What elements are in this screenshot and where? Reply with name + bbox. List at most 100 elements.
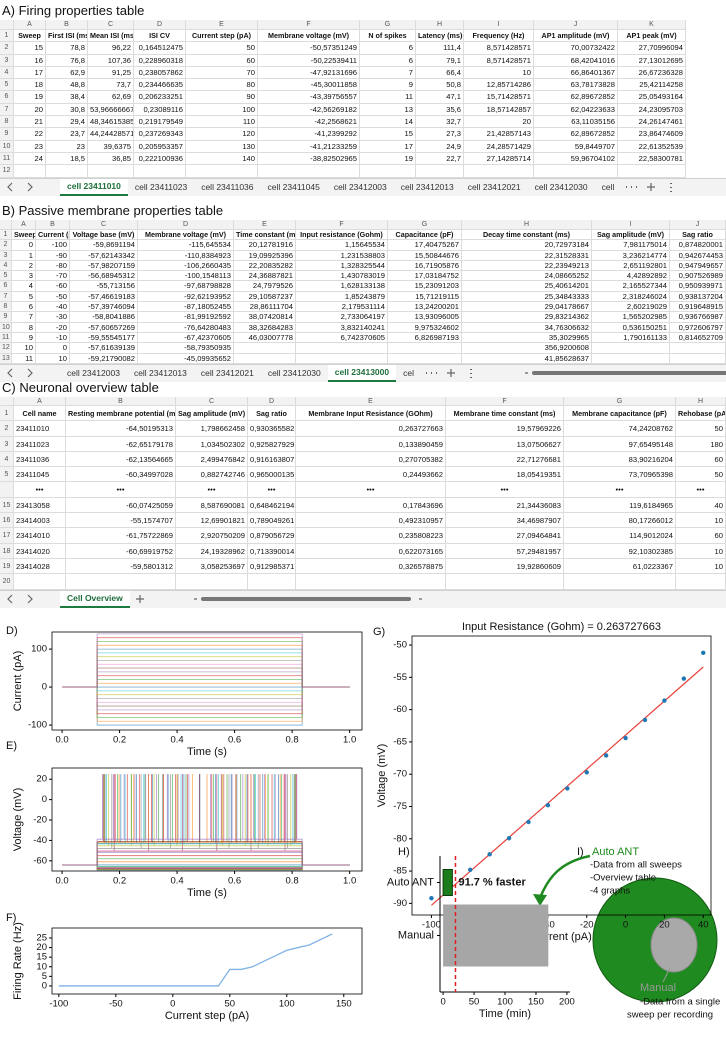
spreadsheet: B) Passive membrane properties table A B C D… [0, 202, 726, 382]
panel-label: G) [373, 626, 385, 638]
table-cell: 22,23949213 [462, 260, 592, 272]
sheet-tab[interactable]: cell 23412030 [534, 181, 588, 192]
table-cell: 18 [14, 79, 46, 92]
table-cell: 8,587690081 [176, 497, 248, 514]
x-tick-label: 100 [497, 997, 513, 1008]
plus-icon[interactable] [444, 367, 458, 379]
table-row: 12 [0, 165, 726, 178]
column-letter [0, 220, 12, 230]
table-cell [248, 574, 296, 590]
more-icon[interactable] [624, 181, 638, 193]
table-cell [14, 165, 46, 178]
table-cell: 35,6 [416, 103, 464, 117]
data-point [487, 852, 492, 857]
x-axis-label: Time (min) [479, 1008, 531, 1020]
table-cell: 47,1 [416, 91, 464, 104]
table-cell [416, 165, 464, 178]
table-cell: 0,882742746 [176, 467, 248, 483]
column-letter: G [360, 20, 416, 30]
table-cell: 1,15645534 [296, 240, 388, 251]
sheet-tab[interactable]: Cell Overview [60, 590, 130, 608]
scroll-icon[interactable] [193, 593, 423, 605]
table-cell: 6 [360, 54, 416, 67]
column-header: Sag ratio [670, 230, 726, 241]
x-tick-label: 0 [170, 999, 175, 1010]
sheet-tab[interactable]: cell 23412030 [267, 367, 321, 378]
column-header: Decay time constant (ms) [462, 230, 592, 241]
table-row: 5 3 -70 -56,68945312 -100,1548113 24,36887821… [0, 271, 726, 282]
table-row: 6 4 -60 -55,713156 -97,68798828 24,7979526 1,6… [0, 281, 726, 292]
sheet-tab[interactable]: cell [601, 181, 615, 192]
x-tick-label: 0.4 [170, 735, 183, 746]
right-icon[interactable] [23, 367, 37, 379]
left-icon[interactable] [3, 367, 17, 379]
x-tick-label: 40 [698, 920, 709, 931]
table-cell: 13,24200201 [388, 302, 462, 313]
chart-title: Input Resistance (Gohm) = 0.263727663 [462, 621, 661, 633]
column-header: Membrane voltage (mV) [138, 230, 234, 241]
table-cell: -59,21790082 [70, 353, 138, 364]
sheet-tab[interactable]: cell 23411023 [134, 181, 188, 192]
sheet-tab[interactable]: cell 23412003 [67, 367, 120, 378]
column-letter: K [618, 20, 686, 30]
dots-icon[interactable] [464, 367, 478, 379]
left-icon[interactable] [3, 593, 17, 605]
sheet-tab[interactable]: cell 23412013 [400, 181, 454, 192]
right-icon[interactable] [23, 181, 37, 193]
bar [442, 869, 453, 896]
category-label: Auto ANT [387, 876, 434, 888]
spreadsheet: C) Neuronal overview table A B C D E F G H 1 Cell … [0, 379, 726, 608]
table-row: 8 6 -40 -57,39746094 -87,18052455 28,86111704… [0, 302, 726, 313]
table-cell: 34,76306632 [462, 322, 592, 333]
scroll-icon[interactable] [524, 367, 726, 379]
table-cell: ••• [564, 482, 676, 498]
sheet-tab[interactable]: cell 23411036 [201, 181, 254, 192]
row-number: 4 [0, 451, 14, 468]
table-cell: 6 [12, 302, 36, 313]
sheet-tab[interactable]: cell 23412021 [200, 367, 254, 378]
table-row: 13 11 10 -59,21790082 -45,09935652 41,8562863… [0, 353, 726, 364]
row-number: 2 [0, 42, 14, 55]
table-cell: -57,61639139 [70, 343, 138, 354]
table-cell: ••• [248, 482, 296, 498]
table-cell: 29,4 [46, 116, 88, 129]
column-header: Capacitance (pF) [388, 230, 462, 241]
table-row: 18 23414020 -60,69919752 24,19328962 0,71339… [0, 543, 726, 559]
sheet-tab[interactable]: cell 23411045 [267, 181, 320, 192]
table-cell: 0,24493662 [296, 467, 446, 483]
right-icon[interactable] [23, 593, 37, 605]
table-cell: 0,270705382 [296, 451, 446, 468]
table-cell: 73,70965398 [564, 467, 676, 483]
plus-icon[interactable] [644, 181, 658, 193]
current-trace [62, 686, 350, 692]
table-cell: -20 [36, 322, 70, 333]
column-letter: G [564, 397, 676, 406]
table-cell: 76,8 [46, 54, 88, 67]
column-letter: F [258, 20, 360, 30]
sheet-tab[interactable]: cel [403, 367, 414, 378]
table-cell: 10 [12, 343, 36, 354]
plus-icon[interactable] [133, 593, 147, 605]
table-cell: 356,9200608 [462, 343, 592, 354]
sheet-tab[interactable]: cell 23411010 [60, 178, 128, 196]
table-cell: 23414020 [14, 543, 66, 559]
dots-icon[interactable] [664, 181, 678, 193]
sheet-tab[interactable]: cell 23412013 [133, 367, 187, 378]
table-cell: 22,31528331 [462, 250, 592, 261]
data-point [642, 717, 648, 723]
table-row: 2 0 -100 -59,8691194 -115,645534 20,12781916 1… [0, 240, 726, 251]
current-trace [62, 644, 350, 688]
table-cell: -58,79350935 [138, 343, 234, 354]
manual-leader [662, 967, 671, 983]
row-number: 11 [0, 332, 12, 344]
sheet-tab[interactable]: cell 23412003 [333, 181, 387, 192]
table-cell: 60 [676, 451, 726, 468]
table-cell: 91,25 [88, 66, 134, 80]
table-cell: 50 [676, 467, 726, 483]
table-cell: 62,9 [46, 66, 88, 80]
sheet-tab[interactable]: cell 23413000 [327, 364, 397, 382]
left-icon[interactable] [3, 181, 17, 193]
more-icon[interactable] [424, 367, 438, 379]
sheet-tab[interactable]: cell 23412021 [467, 181, 521, 192]
